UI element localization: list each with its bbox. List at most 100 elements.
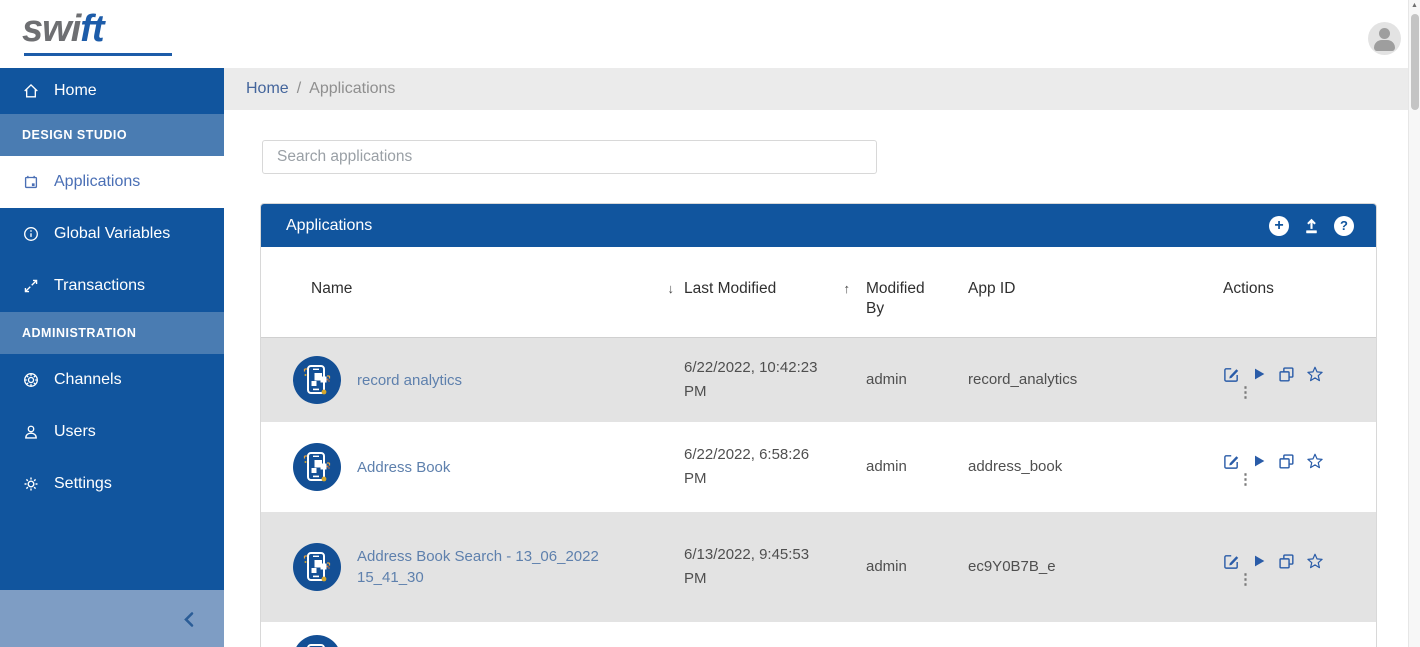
applications-panel: Applications + ? Name ↓ Last Modified ↑ … bbox=[260, 203, 1377, 647]
logo-underline bbox=[24, 53, 172, 56]
sidebar-item-label: Settings bbox=[54, 475, 112, 492]
avatar-person-icon bbox=[1379, 28, 1390, 39]
table-row: Address Book Search - 13_06_2022 15_41_3… bbox=[261, 512, 1376, 622]
edit-button[interactable] bbox=[1223, 366, 1240, 383]
table-header-row: Name ↓ Last Modified ↑ Modified By App I… bbox=[261, 247, 1376, 338]
sidebar-item-channels[interactable]: Channels bbox=[0, 354, 224, 406]
sidebar: Home DESIGN STUDIO Applications Global V… bbox=[0, 68, 224, 647]
modified-by-value: admin bbox=[866, 371, 907, 388]
edit-button[interactable] bbox=[1223, 553, 1240, 570]
sidebar-item-label: Channels bbox=[54, 371, 122, 388]
transactions-icon bbox=[24, 279, 38, 293]
upload-icon bbox=[1306, 218, 1317, 234]
edit-icon bbox=[1224, 554, 1239, 569]
column-header-modified-by[interactable]: Modified By bbox=[866, 280, 925, 317]
sort-ascending-icon[interactable]: ↑ bbox=[843, 281, 851, 296]
application-icon bbox=[296, 635, 338, 647]
application-icon bbox=[293, 543, 341, 591]
star-icon bbox=[1307, 553, 1323, 569]
more-options-button[interactable]: ⋮ bbox=[1238, 384, 1253, 401]
breadcrumb-home-link[interactable]: Home bbox=[246, 80, 289, 97]
copy-button[interactable] bbox=[1278, 553, 1295, 570]
column-header-name[interactable]: Name ↓ bbox=[311, 280, 675, 297]
logo-text-blue: ft bbox=[80, 8, 104, 50]
table-row bbox=[261, 625, 1376, 647]
sidebar-item-users[interactable]: Users bbox=[0, 406, 224, 458]
star-icon bbox=[1307, 366, 1323, 382]
sidebar-section-administration: ADMINISTRATION bbox=[0, 312, 224, 354]
avatar-person-icon bbox=[1374, 40, 1395, 51]
edit-icon bbox=[1224, 454, 1239, 469]
swift-logo[interactable]: swift bbox=[22, 8, 105, 50]
last-modified-value: 6/22/2022, 10:42:23 PM bbox=[684, 359, 818, 400]
copy-icon bbox=[1279, 553, 1294, 569]
sidebar-item-label: Transactions bbox=[54, 277, 145, 294]
sidebar-section-label: DESIGN STUDIO bbox=[22, 128, 128, 142]
sidebar-item-settings[interactable]: Settings bbox=[0, 458, 224, 510]
app-id-value: record_analytics bbox=[968, 371, 1078, 388]
modified-by-value: admin bbox=[866, 558, 907, 575]
star-icon bbox=[1307, 453, 1323, 469]
vertical-scrollbar: ▲ bbox=[1408, 0, 1420, 647]
run-button[interactable] bbox=[1251, 453, 1267, 469]
add-application-button[interactable]: + bbox=[1269, 215, 1289, 236]
channels-icon bbox=[24, 373, 38, 387]
more-options-button[interactable]: ⋮ bbox=[1238, 471, 1253, 488]
settings-icon bbox=[24, 477, 38, 491]
import-upload-button[interactable] bbox=[1302, 216, 1321, 235]
favorite-button[interactable] bbox=[1306, 552, 1324, 570]
top-header: swift bbox=[0, 0, 1408, 68]
sidebar-item-label: Users bbox=[54, 423, 96, 440]
app-id-value: address_book bbox=[968, 458, 1063, 475]
sidebar-section-label: ADMINISTRATION bbox=[22, 326, 137, 340]
main-content: Home / Applications Applications + ? Nam… bbox=[224, 68, 1408, 647]
favorite-button[interactable] bbox=[1306, 365, 1324, 383]
breadcrumb-separator: / bbox=[296, 80, 302, 97]
user-avatar-button[interactable] bbox=[1368, 22, 1401, 55]
breadcrumb-current: Applications bbox=[309, 80, 396, 97]
table-row: record analytics 6/22/2022, 10:42:23 PM … bbox=[261, 338, 1376, 422]
sidebar-section-design-studio: DESIGN STUDIO bbox=[0, 114, 224, 156]
copy-icon bbox=[1279, 366, 1294, 382]
sidebar-item-global-variables[interactable]: Global Variables bbox=[0, 208, 224, 260]
home-icon bbox=[24, 83, 38, 98]
scrollbar-thumb[interactable] bbox=[1411, 14, 1419, 110]
more-options-button[interactable]: ⋮ bbox=[1238, 571, 1253, 588]
edit-icon bbox=[1224, 367, 1239, 382]
sidebar-item-home[interactable]: Home bbox=[0, 68, 224, 114]
sidebar-item-applications[interactable]: Applications bbox=[0, 156, 224, 208]
users-icon bbox=[25, 425, 37, 439]
application-name-link[interactable]: Address Book bbox=[357, 458, 451, 476]
copy-button[interactable] bbox=[1278, 366, 1295, 383]
sidebar-collapse-button[interactable] bbox=[0, 590, 224, 647]
favorite-button[interactable] bbox=[1306, 452, 1324, 470]
scrollbar-up-arrow-icon[interactable]: ▲ bbox=[1411, 2, 1418, 9]
play-icon bbox=[1255, 455, 1265, 467]
application-name-link[interactable]: record analytics bbox=[357, 371, 463, 389]
column-header-last-modified[interactable]: Last Modified ↑ bbox=[684, 280, 851, 297]
application-icon bbox=[293, 356, 341, 404]
application-name-link[interactable]: Address Book Search - 13_06_2022 15_41_3… bbox=[357, 548, 599, 586]
play-icon bbox=[1255, 368, 1265, 380]
app-id-value: ec9Y0B7B_e bbox=[968, 558, 1056, 575]
search-input[interactable] bbox=[262, 140, 877, 174]
help-button[interactable]: ? bbox=[1334, 215, 1354, 236]
sort-descending-icon[interactable]: ↓ bbox=[667, 281, 675, 296]
edit-button[interactable] bbox=[1223, 453, 1240, 470]
table-row: Address Book 6/22/2022, 6:58:26 PM admin… bbox=[261, 425, 1376, 509]
sidebar-item-label: Global Variables bbox=[54, 225, 171, 242]
last-modified-value: 6/22/2022, 6:58:26 PM bbox=[684, 446, 810, 487]
panel-header: Applications + ? bbox=[261, 204, 1376, 247]
run-button[interactable] bbox=[1251, 366, 1267, 382]
run-button[interactable] bbox=[1251, 553, 1267, 569]
sidebar-item-transactions[interactable]: Transactions bbox=[0, 260, 224, 312]
logo-text-gray: swi bbox=[22, 8, 81, 50]
chevron-left-icon bbox=[184, 611, 194, 627]
copy-button[interactable] bbox=[1278, 453, 1295, 470]
modified-by-value: admin bbox=[866, 458, 907, 475]
info-icon bbox=[24, 227, 38, 241]
column-header-actions: Actions bbox=[1223, 280, 1274, 297]
application-icon bbox=[293, 443, 341, 491]
column-header-app-id[interactable]: App ID bbox=[968, 280, 1016, 297]
panel-title: Applications bbox=[286, 216, 373, 234]
